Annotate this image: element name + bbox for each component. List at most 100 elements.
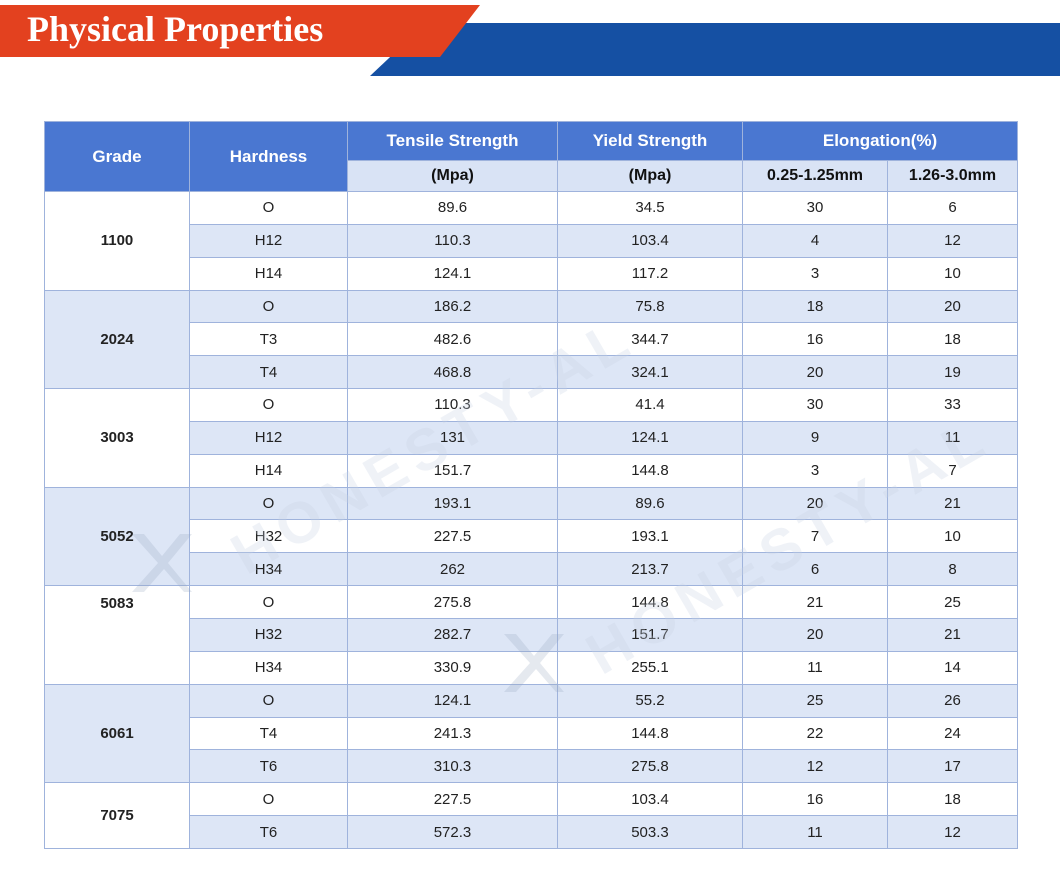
- elongation-thin-cell: 25: [742, 683, 888, 718]
- tensile-cell: 572.3: [347, 815, 558, 849]
- elongation-thin-cell: 16: [742, 322, 888, 357]
- elongation-thick-cell: 17: [886, 749, 1019, 784]
- hardness-cell: O: [189, 191, 348, 225]
- elongation-thick-cell: 7: [886, 453, 1019, 488]
- tensile-cell: 330.9: [347, 650, 558, 685]
- yield-cell: 41.4: [557, 388, 743, 422]
- hardness-cell: T4: [189, 355, 348, 390]
- elongation-thin-cell: 21: [742, 585, 888, 619]
- tensile-cell: 131: [347, 420, 558, 455]
- hardness-cell: H34: [189, 552, 348, 587]
- tensile-cell: 110.3: [347, 388, 558, 422]
- elongation-thin-cell: 30: [742, 191, 888, 225]
- hardness-cell: T4: [189, 716, 348, 751]
- elongation-thin-cell: 12: [742, 749, 888, 784]
- hardness-cell: O: [189, 388, 348, 422]
- yield-cell: 144.8: [557, 585, 743, 619]
- yield-cell: 275.8: [557, 749, 743, 784]
- elongation-thick-cell: 12: [886, 223, 1019, 258]
- elongation-thick-cell: 20: [886, 289, 1019, 324]
- grade-cell: 5052: [44, 486, 190, 587]
- elongation-thick-cell: 18: [886, 782, 1019, 817]
- tensile-cell: 124.1: [347, 683, 558, 718]
- grade-cell: 1100: [44, 191, 190, 291]
- elongation-thin-cell: 16: [742, 782, 888, 817]
- banner-blue-band: [370, 23, 1060, 76]
- tensile-cell: 310.3: [347, 749, 558, 784]
- hardness-cell: H14: [189, 256, 348, 291]
- tensile-cell: 227.5: [347, 519, 558, 554]
- tensile-cell: 262: [347, 552, 558, 587]
- header-elongation: Elongation(%): [741, 121, 1019, 161]
- grade-cell: 3003: [44, 388, 190, 488]
- hardness-cell: H14: [189, 453, 348, 488]
- elongation-thin-cell: 22: [742, 716, 888, 751]
- elongation-thick-cell: 11: [886, 420, 1019, 455]
- yield-cell: 503.3: [557, 815, 743, 849]
- elongation-thick-cell: 25: [886, 585, 1019, 619]
- grade-cell: 7075: [44, 782, 190, 849]
- hardness-cell: O: [189, 585, 348, 619]
- properties-table: Grade Hardness Tensile Strength Yield St…: [44, 121, 1019, 849]
- hardness-cell: T6: [189, 749, 348, 784]
- elongation-thick-cell: 33: [886, 388, 1019, 422]
- yield-cell: 89.6: [557, 486, 743, 521]
- elongation-thick-cell: 14: [886, 650, 1019, 685]
- elongation-thin-cell: 11: [742, 650, 888, 685]
- header-elongation-thick: 1.26-3.0mm: [886, 160, 1019, 192]
- elongation-thick-cell: 18: [886, 322, 1019, 357]
- elongation-thick-cell: 8: [886, 552, 1019, 587]
- tensile-cell: 89.6: [347, 191, 558, 225]
- yield-cell: 103.4: [557, 782, 743, 817]
- hardness-cell: O: [189, 289, 348, 324]
- tensile-cell: 468.8: [347, 355, 558, 390]
- hardness-cell: T6: [189, 815, 348, 849]
- yield-cell: 103.4: [557, 223, 743, 258]
- header-hardness: Hardness: [189, 121, 348, 192]
- hardness-cell: O: [189, 683, 348, 718]
- yield-cell: 144.8: [557, 716, 743, 751]
- elongation-thick-cell: 10: [886, 519, 1019, 554]
- elongation-thick-cell: 21: [886, 617, 1019, 652]
- elongation-thin-cell: 11: [742, 815, 888, 849]
- elongation-thin-cell: 20: [742, 355, 888, 390]
- yield-cell: 55.2: [557, 683, 743, 718]
- tensile-cell: 151.7: [347, 453, 558, 488]
- elongation-thin-cell: 30: [742, 388, 888, 422]
- header-tensile-unit: (Mpa): [347, 160, 558, 192]
- yield-cell: 124.1: [557, 420, 743, 455]
- elongation-thin-cell: 3: [742, 453, 888, 488]
- hardness-cell: H34: [189, 650, 348, 685]
- tensile-cell: 482.6: [347, 322, 558, 357]
- elongation-thick-cell: 10: [886, 256, 1019, 291]
- tensile-cell: 124.1: [347, 256, 558, 291]
- elongation-thick-cell: 26: [886, 683, 1019, 718]
- header-yield-strength: Yield Strength: [557, 121, 743, 161]
- hardness-cell: H32: [189, 519, 348, 554]
- elongation-thick-cell: 12: [886, 815, 1019, 849]
- yield-cell: 34.5: [557, 191, 743, 225]
- tensile-cell: 282.7: [347, 617, 558, 652]
- yield-cell: 151.7: [557, 617, 743, 652]
- tensile-cell: 241.3: [347, 716, 558, 751]
- elongation-thin-cell: 9: [742, 420, 888, 455]
- elongation-thin-cell: 7: [742, 519, 888, 554]
- banner-red-band: [0, 5, 480, 57]
- elongation-thin-cell: 4: [742, 223, 888, 258]
- hardness-cell: O: [189, 486, 348, 521]
- page-title: Physical Properties: [27, 9, 324, 49]
- header-tensile-strength: Tensile Strength: [347, 121, 558, 161]
- yield-cell: 75.8: [557, 289, 743, 324]
- elongation-thin-cell: 20: [742, 617, 888, 652]
- elongation-thick-cell: 21: [886, 486, 1019, 521]
- elongation-thick-cell: 19: [886, 355, 1019, 390]
- hardness-cell: T3: [189, 322, 348, 357]
- tensile-cell: 110.3: [347, 223, 558, 258]
- elongation-thick-cell: 24: [886, 716, 1019, 751]
- hardness-cell: H12: [189, 223, 348, 258]
- elongation-thick-cell: 6: [886, 191, 1019, 225]
- tensile-cell: 227.5: [347, 782, 558, 817]
- tensile-cell: 193.1: [347, 486, 558, 521]
- yield-cell: 213.7: [557, 552, 743, 587]
- yield-cell: 344.7: [557, 322, 743, 357]
